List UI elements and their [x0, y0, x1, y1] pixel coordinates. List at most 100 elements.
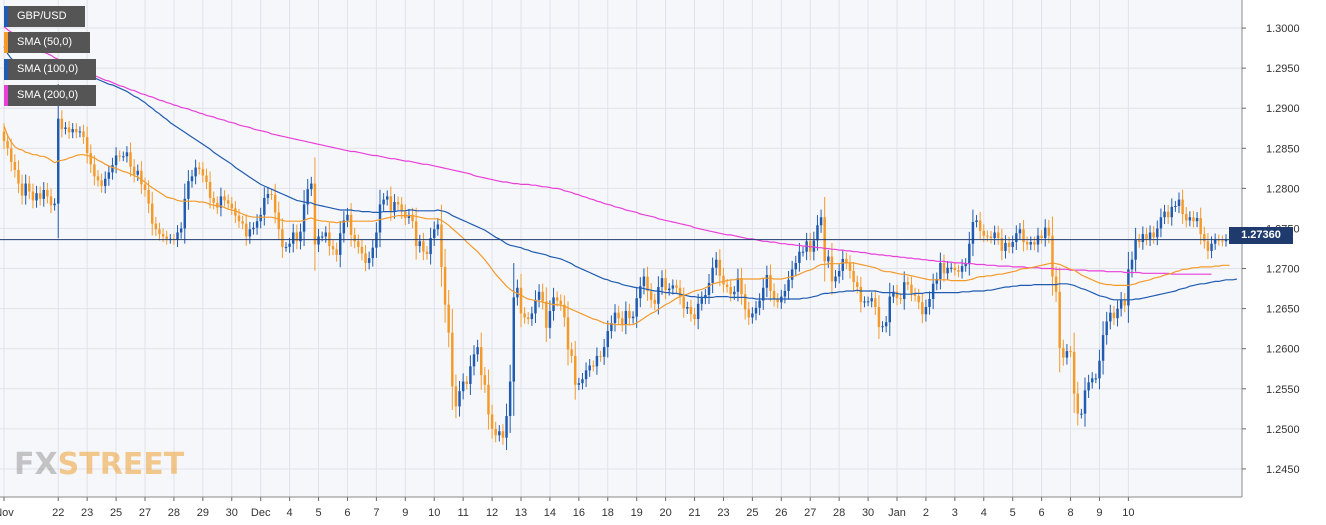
legend-swatch-sma50: [4, 32, 8, 53]
candle-body: [367, 258, 371, 263]
candle-body: [1221, 240, 1224, 242]
candle-body: [1058, 291, 1061, 348]
candle-body: [132, 166, 136, 175]
legend-item-gbpusd[interactable]: GBP/USD: [4, 6, 85, 27]
y-tick-label: 1.2550: [1266, 384, 1300, 396]
candle-body: [122, 156, 125, 158]
candle-body: [1210, 243, 1213, 251]
candle-body: [277, 212, 280, 230]
candle-body: [617, 312, 620, 319]
candle-body: [331, 246, 335, 250]
candle-body: [28, 183, 31, 192]
candle-body: [226, 200, 230, 204]
candle-body: [259, 214, 262, 222]
candle-body: [657, 286, 660, 304]
x-tick-label: 29: [197, 507, 209, 519]
candle-body: [519, 287, 523, 314]
x-tick-label: 25: [746, 507, 758, 519]
candle-body: [1098, 360, 1101, 379]
x-tick-label: 23: [717, 507, 729, 519]
x-tick-label: 28: [833, 507, 845, 519]
x-tick-label: 18: [602, 507, 614, 519]
y-tick-label: 1.2800: [1266, 183, 1300, 195]
candle-body: [407, 214, 411, 219]
candle-body: [313, 183, 317, 245]
candle-body: [60, 118, 64, 130]
candle-body: [1062, 347, 1065, 358]
candle-body: [1040, 235, 1043, 239]
candle-body: [147, 189, 150, 204]
candle-body: [364, 253, 367, 263]
candle-body: [606, 331, 609, 348]
candle-body: [989, 236, 993, 239]
candle-body: [1141, 234, 1145, 243]
candle-body: [649, 290, 653, 300]
x-tick-label: 5: [315, 507, 321, 519]
candle-body: [837, 270, 841, 277]
candle-body: [816, 225, 819, 241]
candle-body: [1080, 413, 1083, 415]
legend-label-sma50: SMA (50,0): [17, 36, 73, 48]
candle-body: [570, 349, 573, 356]
legend-swatch-sma100: [4, 59, 8, 80]
candle-body: [230, 203, 233, 209]
candle-body: [715, 259, 718, 268]
candle-body: [754, 307, 758, 314]
candle-body: [1025, 242, 1029, 245]
candle-body: [765, 274, 769, 288]
candle-body: [339, 233, 342, 255]
legend-label-sma200: SMA (200,0): [17, 89, 79, 101]
x-tick-label: 7: [373, 507, 379, 519]
candle-body: [248, 229, 252, 237]
candle-body: [386, 196, 389, 200]
candle-body: [986, 235, 989, 237]
candle-body: [302, 204, 306, 232]
x-tick-label: 10: [1122, 507, 1134, 519]
candle-body: [190, 176, 194, 182]
sma-200-line: [3, 26, 1212, 275]
legend-item-sma50[interactable]: SMA (50,0): [4, 32, 90, 53]
candle-body: [42, 189, 45, 199]
candle-body: [273, 194, 277, 213]
x-tick-label: 9: [402, 507, 408, 519]
candle-body: [205, 175, 208, 182]
candle-body: [158, 229, 161, 235]
candle-body: [461, 381, 465, 392]
candle-body: [75, 129, 78, 133]
legend-item-sma100[interactable]: SMA (100,0): [4, 59, 96, 80]
candle-body: [700, 298, 703, 304]
candle-body: [85, 137, 89, 154]
candle-body: [960, 266, 964, 272]
candle-body: [1087, 382, 1090, 391]
candle-body: [480, 347, 483, 376]
candle-body: [602, 347, 606, 357]
x-tick-label: 16: [573, 507, 585, 519]
candle-body: [194, 167, 197, 177]
candle-body: [783, 290, 787, 297]
candle-body: [24, 183, 27, 196]
candle-body: [1170, 206, 1173, 218]
candle-body: [559, 300, 562, 305]
y-tick-label: 1.3000: [1266, 23, 1300, 35]
legend-item-sma200[interactable]: SMA (200,0): [4, 85, 96, 106]
candle-body: [935, 278, 938, 284]
candle-body: [704, 294, 707, 299]
candle-body: [924, 307, 928, 315]
candle-body: [378, 204, 382, 233]
candle-body: [928, 299, 931, 308]
candle-body: [342, 220, 346, 234]
candle-body: [1069, 351, 1072, 353]
candle-body: [71, 129, 74, 133]
candle-body: [769, 274, 772, 291]
candle-body: [31, 191, 35, 201]
candle-body: [1145, 234, 1148, 239]
candle-body: [288, 243, 291, 247]
candle-body: [436, 224, 440, 230]
candle-body: [686, 307, 689, 309]
candle-body: [100, 180, 103, 186]
candle-body: [939, 262, 942, 279]
candle-body: [819, 217, 823, 226]
candle-body: [1224, 239, 1228, 242]
candle-body: [418, 241, 421, 247]
